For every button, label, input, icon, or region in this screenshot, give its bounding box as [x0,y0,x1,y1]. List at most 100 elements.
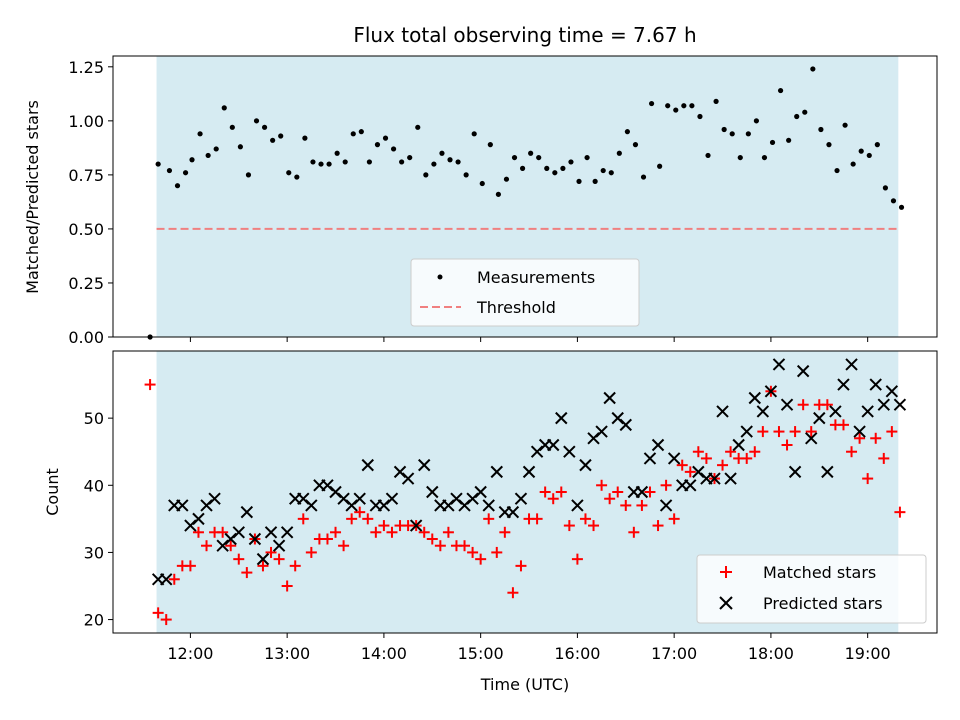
measurement-point [810,66,816,72]
measurement-point [592,178,598,184]
matched-star-point [660,479,672,491]
measurement-point [182,170,189,176]
measurement-point [229,124,235,130]
measurement-point [898,204,905,210]
matched-star-point [886,426,898,438]
legend-label-matched: Matched stars [763,563,876,582]
matched-star-point [281,580,293,592]
matched-star-point [273,553,285,565]
matched-star-point [467,546,479,558]
measurement-point [382,135,389,141]
matched-star-point [265,546,277,558]
predicted-star-point [426,485,439,499]
measurement-point [624,129,630,135]
matched-star-point [676,459,688,471]
predicted-star-point [409,519,423,532]
predicted-star-point [160,573,173,586]
measurement-point [270,137,276,143]
predicted-star-point [563,445,576,458]
matched-star-point [459,540,471,552]
x-tick-label: 13:00 [264,644,310,663]
measurement-point [503,176,510,182]
matched-star-point [797,399,809,411]
predicted-star-point [506,505,520,519]
measurement-point [721,126,727,133]
matched-star-point [144,379,156,391]
predicted-star-point [796,364,810,378]
measurement-point [479,180,485,187]
predicted-star-point [845,358,858,371]
matched-star-point [201,540,213,552]
predicted-stars-points [151,358,907,586]
y-tick-label: 40 [84,476,104,495]
predicted-star-point [788,465,802,479]
measurement-point [673,107,679,113]
measurement-point [552,170,558,176]
measurement-point [326,161,332,167]
measurement-point [850,161,856,167]
predicted-star-point [748,391,761,405]
measurement-point [786,137,792,143]
y-tick-label: 0.50 [68,220,104,239]
predicted-star-point [418,458,431,472]
matched-star-point [749,446,761,458]
measurement-point [600,167,606,174]
matched-star-point [894,506,906,518]
bottom-legend-box [696,554,927,624]
x-axis-label: Time (UTC) [480,675,569,694]
measurement-point [245,172,252,178]
predicted-star-point [385,492,399,505]
measurement-point [818,126,824,133]
matched-star-point [636,499,648,511]
matched-star-point [563,520,575,532]
chart-title: Flux total observing time = 7.67 h [353,23,696,47]
matched-star-point [684,466,696,478]
matched-star-point [725,446,737,458]
measurement-point [471,131,477,137]
predicted-star-point [208,492,221,505]
measurement-point [713,98,719,104]
matched-star-point [434,540,446,552]
predicted-star-point [780,398,794,411]
top-legend-box [410,258,640,327]
predicted-star-point [861,405,874,418]
matched-star-point [555,486,567,498]
x-tick-label: 19:00 [845,644,891,663]
matched-star-point [346,513,358,525]
matched-star-point [547,493,559,505]
matched-star-point [321,533,333,545]
measurement-point [197,131,203,137]
top-y-ticks: 0.00 0.25 0.50 0.75 1.00 1.25 [68,58,113,347]
matched-star-point [644,486,656,498]
matched-star-point [596,479,608,491]
matched-star-point [837,419,849,431]
predicted-star-point [724,472,737,485]
x-tick-label: 17:00 [651,644,697,663]
measurement-point [221,105,227,111]
predicted-star-point [353,492,366,505]
predicted-star-point [813,411,826,425]
bottom-x-ticks: 12:00 13:00 14:00 15:00 16:00 17:00 18:00 19:00 [167,633,891,663]
matched-star-point [515,560,527,572]
measurement-point [834,167,840,174]
predicted-star-point [474,485,487,499]
legend-marker-measurements [437,274,443,280]
predicted-star-point [401,472,415,485]
measurement-point [826,142,832,148]
y-tick-label: 0.25 [68,274,104,293]
predicted-star-point [635,485,649,499]
measurement-point [576,178,582,184]
measurement-point [648,100,655,107]
top-plot-frame [112,55,938,338]
predicted-star-point [853,425,866,438]
matched-star-point [241,567,253,579]
measurement-point [463,172,469,178]
matched-star-point [878,452,890,464]
measurement-point [286,170,292,176]
predicted-star-point [248,532,262,546]
bottom-y-axis-label: Count [43,468,62,516]
predicted-star-point [571,499,584,512]
measurement-point [439,150,445,156]
predicted-star-point [643,452,657,465]
